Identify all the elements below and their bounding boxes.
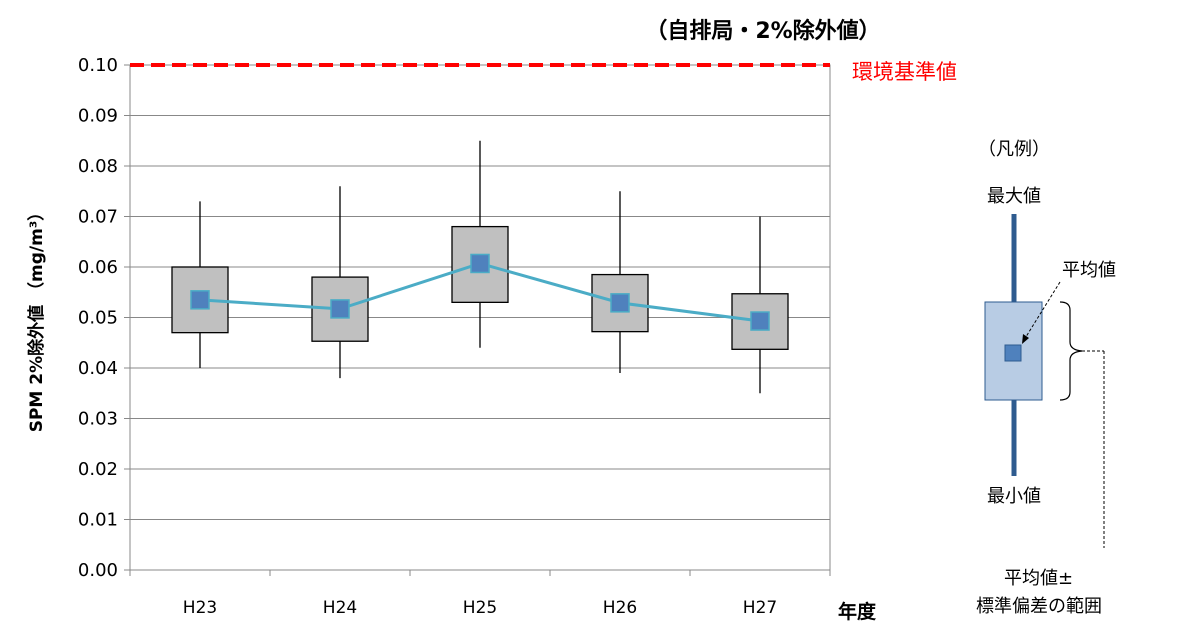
mean-marker [750, 311, 770, 331]
y-tick-label: 0.10 [78, 55, 118, 76]
y-tick-label: 0.09 [78, 106, 118, 127]
y-tick-label: 0.04 [78, 358, 118, 379]
x-tick-label: H23 [183, 598, 217, 618]
chart-title: （自排局・2%除外値） [645, 18, 880, 44]
y-tick-label: 0.06 [78, 257, 118, 278]
mean-marker [190, 290, 210, 310]
y-tick-label: 0.05 [78, 308, 118, 329]
x-tick-label: H26 [603, 598, 637, 618]
legend-title: （凡例） [978, 139, 1050, 160]
legend-max-label: 最大値 [987, 186, 1041, 207]
y-axis-label: SPM 2%除外値 （mg/m³） [26, 204, 47, 433]
x-axis-label: 年度 [838, 600, 877, 621]
legend: （凡例） 最大値 平均値 最小値 平均値± 標準偏差の範囲 [976, 139, 1116, 617]
mean-marker [330, 299, 350, 319]
y-tick-label: 0.03 [78, 409, 118, 430]
legend-mean-label: 平均値 [1062, 260, 1116, 281]
legend-min-label: 最小値 [987, 486, 1041, 507]
x-tick-label: H27 [743, 598, 777, 618]
y-tick-label: 0.01 [78, 510, 118, 531]
y-tick-label: 0.08 [78, 156, 118, 177]
mean-marker [610, 293, 630, 313]
legend-range-label-1: 平均値± [1004, 568, 1073, 589]
x-tick-label: H24 [323, 598, 357, 618]
legend-mean-marker [1004, 344, 1022, 362]
reference-line-label: 環境基準値 [852, 60, 957, 84]
legend-range-label-2: 標準偏差の範囲 [976, 596, 1102, 617]
legend-mean-pointer [1023, 281, 1061, 341]
y-tick-label: 0.00 [78, 560, 118, 581]
x-axis-ticks: H23 H24 H25 H26 H27 [129, 570, 831, 618]
mean-marker [470, 253, 490, 274]
legend-brace-icon [1059, 301, 1083, 401]
y-tick-label: 0.02 [78, 459, 118, 480]
mean-markers [190, 253, 770, 331]
y-axis-ticks: 0.00 0.01 0.02 0.03 0.04 0.05 0.06 0.07 0.08 0.09… [78, 55, 130, 581]
x-tick-label: H25 [463, 598, 497, 618]
legend-arrowhead-icon [1022, 334, 1029, 344]
y-tick-label: 0.07 [78, 207, 118, 228]
